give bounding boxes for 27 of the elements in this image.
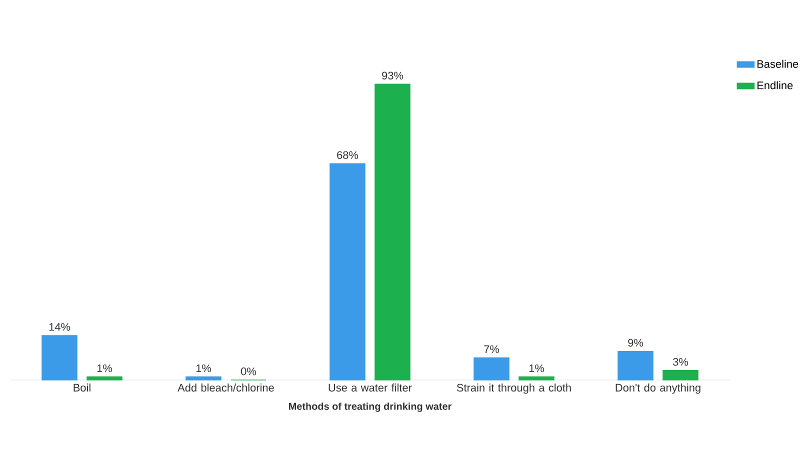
- data-label: 1%: [97, 364, 112, 372]
- x-tick-label: Don't do anything: [616, 384, 700, 394]
- data-label: 68%: [337, 151, 358, 159]
- bar: [662, 370, 698, 380]
- bar: [474, 357, 510, 380]
- data-label: 1%: [196, 364, 212, 372]
- bar: [330, 163, 366, 380]
- x-tick-label: Add bleach/chlorine: [178, 384, 274, 392]
- legend-label: Baseline: [758, 60, 798, 68]
- bar: [186, 376, 222, 380]
- data-label: 0%: [241, 368, 256, 376]
- data-label: 93%: [382, 72, 404, 80]
- data-label: 14%: [49, 323, 70, 331]
- bar: [518, 376, 554, 380]
- x-tick-label: Use a water filter: [328, 384, 412, 392]
- bar: [618, 350, 654, 380]
- bar: [42, 335, 78, 380]
- data-label: 9%: [628, 338, 644, 347]
- x-axis-title: Methods of treating drinking water: [289, 402, 452, 412]
- data-label: 3%: [673, 358, 688, 366]
- x-tick-label: Strain it through a cloth: [456, 384, 571, 394]
- x-tick-label: Boil: [74, 384, 90, 392]
- legend-label: Endline: [758, 81, 793, 90]
- data-label: 7%: [484, 345, 500, 354]
- bar: [374, 84, 410, 380]
- data-label: 1%: [529, 364, 544, 372]
- bar: [86, 376, 122, 380]
